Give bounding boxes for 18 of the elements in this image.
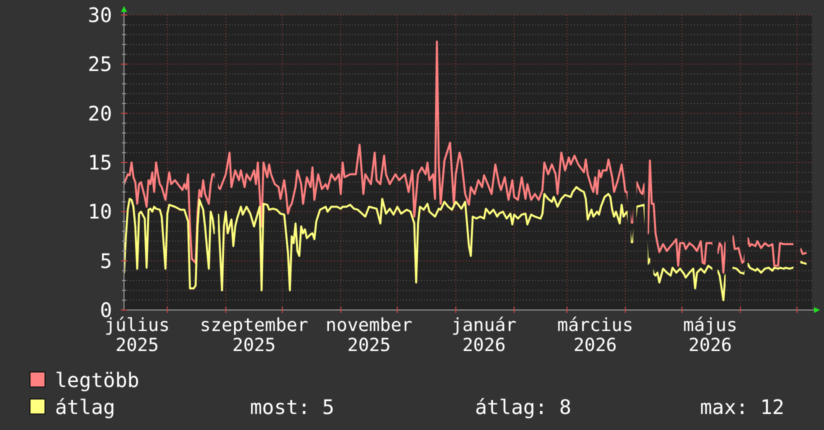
y-tick-label: 10 bbox=[88, 200, 112, 224]
x-tick-label: május 2026 bbox=[683, 315, 748, 356]
text: átlag: 8 bbox=[475, 395, 572, 419]
y-tick-label: 25 bbox=[88, 52, 112, 76]
x-tick-label: március 2026 bbox=[557, 315, 644, 356]
x-tick-label: november 2025 bbox=[326, 315, 424, 356]
line-series bbox=[124, 186, 807, 302]
x-tick-label: január 2026 bbox=[452, 315, 528, 356]
legend-label: legtöbb bbox=[55, 368, 140, 392]
y-tick-label: 5 bbox=[100, 248, 112, 273]
text: most: 5 bbox=[250, 395, 334, 419]
y-tick-label: 15 bbox=[88, 150, 112, 174]
x-tick-label: szeptember 2025 bbox=[200, 315, 320, 356]
y-tick-label: 30 bbox=[88, 3, 112, 27]
legend-label: átlag bbox=[55, 395, 116, 419]
text: max: 12 bbox=[700, 395, 784, 419]
line-series bbox=[124, 40, 807, 274]
y-tick-label: 20 bbox=[88, 101, 112, 126]
